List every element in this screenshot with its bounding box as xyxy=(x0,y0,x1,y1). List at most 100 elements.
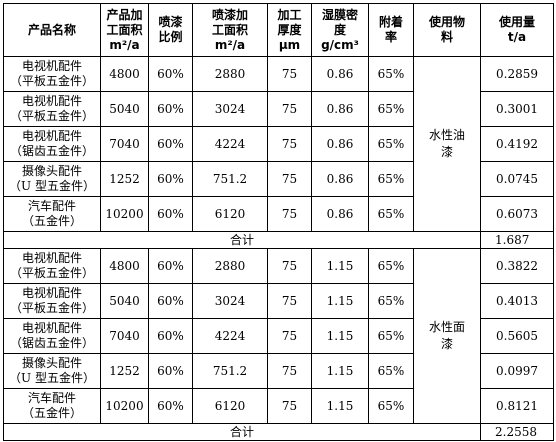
cell-usage: 0.2859 xyxy=(480,56,554,92)
cell-spray-ratio: 60% xyxy=(148,353,193,389)
header-adhesion-rate: 附着 率 xyxy=(368,3,414,57)
header-processing-area: 产品加 工面积 m²/a xyxy=(100,3,149,57)
cell-product-name: 电视机配件 （平板五金件） xyxy=(3,91,101,127)
table-row: 电视机配件 （平板五金件） 4800 60% 2880 75 0.86 65% 水性油漆 0.28… xyxy=(3,56,554,232)
product-name-line: （平板五金件） xyxy=(9,74,94,88)
table-row: 摄像头配件 （U 型五金件） 1252 60% 751.2 75 1.15 65% 0.0997 xyxy=(3,353,554,389)
cell-spray-ratio: 60% xyxy=(148,388,193,424)
cell-spray-area: 4224 xyxy=(192,318,268,354)
product-name-line: （平板五金件） xyxy=(9,301,94,315)
table-row: 汽车配件 （五金件） 10200 60% 6120 75 1.15 65% 0.8121 xyxy=(3,388,554,424)
table-row: 电视机配件 （平板五金件） 5040 60% 3024 75 0.86 65% 0.3001 xyxy=(3,91,554,127)
cell-thickness: 75 xyxy=(267,196,312,232)
product-name-line: 摄像头配件 xyxy=(21,356,82,370)
product-name-line: 摄像头配件 xyxy=(21,164,82,178)
cell-spray-ratio: 60% xyxy=(148,196,193,232)
product-name-line: （U 型五金件） xyxy=(9,179,95,193)
cell-product-name: 电视机配件 （平板五金件） xyxy=(3,283,101,319)
cell-wet-film-density: 1.15 xyxy=(311,248,369,284)
cell-thickness: 75 xyxy=(267,388,312,424)
cell-thickness: 75 xyxy=(267,248,312,284)
product-name-line: （锯齿五金件） xyxy=(9,336,94,350)
cell-wet-film-density: 0.86 xyxy=(311,91,369,127)
cell-spray-area: 6120 xyxy=(192,196,268,232)
cell-product-name: 电视机配件 （平板五金件） xyxy=(3,56,101,92)
cell-material: 水性油漆 xyxy=(413,56,481,232)
cell-thickness: 75 xyxy=(267,91,312,127)
header-spray-ratio: 喷漆 比例 xyxy=(148,3,193,57)
cell-processing-area: 4800 xyxy=(100,248,149,284)
material-line: 漆 xyxy=(440,145,453,159)
cell-adhesion-rate: 65% xyxy=(368,56,414,92)
cell-adhesion-rate: 65% xyxy=(368,248,414,284)
cell-product-name: 摄像头配件 （U 型五金件） xyxy=(3,353,101,389)
cell-spray-area: 3024 xyxy=(192,91,268,127)
cell-product-name: 电视机配件 （锯齿五金件） xyxy=(3,318,101,354)
cell-processing-area: 10200 xyxy=(100,196,149,232)
product-name-line: 电视机配件 xyxy=(21,129,82,143)
cell-adhesion-rate: 65% xyxy=(368,283,414,319)
product-name-line: （平板五金件） xyxy=(9,109,94,123)
total-value: 2.2558 xyxy=(480,423,554,441)
cell-usage: 0.0997 xyxy=(480,353,554,389)
cell-thickness: 75 xyxy=(267,56,312,92)
header-row: 产品名称 产品加 工面积 m²/a 喷漆 比例 喷漆加 工面积 m²/a 加工 … xyxy=(3,3,554,57)
header-material: 使用物 料 xyxy=(413,3,481,57)
paint-usage-table: 产品名称 产品加 工面积 m²/a 喷漆 比例 喷漆加 工面积 m²/a 加工 … xyxy=(3,3,554,441)
cell-wet-film-density: 0.86 xyxy=(311,56,369,92)
total-label: 合计 xyxy=(3,231,481,249)
header-usage: 使用量 t/a xyxy=(480,3,554,57)
cell-spray-area: 4224 xyxy=(192,126,268,162)
cell-material: 水性面漆 xyxy=(413,248,481,424)
cell-product-name: 汽车配件 （五金件） xyxy=(3,196,101,232)
table-row: 电视机配件 （平板五金件） 5040 60% 3024 75 1.15 65% 0.4013 xyxy=(3,283,554,319)
total-row: 合计 2.2558 xyxy=(3,423,554,441)
cell-product-name: 电视机配件 （锯齿五金件） xyxy=(3,126,101,162)
cell-processing-area: 5040 xyxy=(100,283,149,319)
header-spray-area: 喷漆加 工面积 m²/a xyxy=(192,3,268,57)
cell-thickness: 75 xyxy=(267,126,312,162)
material-line: 漆 xyxy=(440,337,453,351)
table-body: 电视机配件 （平板五金件） 4800 60% 2880 75 0.86 65% 水性油漆 0.28… xyxy=(3,56,554,441)
cell-thickness: 75 xyxy=(267,161,312,197)
cell-usage: 0.5605 xyxy=(480,318,554,354)
cell-wet-film-density: 1.15 xyxy=(311,283,369,319)
cell-wet-film-density: 0.86 xyxy=(311,161,369,197)
product-name-line: 汽车配件 xyxy=(27,199,76,213)
cell-product-name: 汽车配件 （五金件） xyxy=(3,388,101,424)
product-name-line: 电视机配件 xyxy=(21,59,82,73)
cell-spray-ratio: 60% xyxy=(148,283,193,319)
cell-wet-film-density: 1.15 xyxy=(311,318,369,354)
cell-spray-ratio: 60% xyxy=(148,91,193,127)
cell-spray-ratio: 60% xyxy=(148,56,193,92)
header-thickness: 加工 厚度 μm xyxy=(267,3,312,57)
cell-thickness: 75 xyxy=(267,318,312,354)
cell-usage: 0.6073 xyxy=(480,196,554,232)
cell-product-name: 摄像头配件 （U 型五金件） xyxy=(3,161,101,197)
cell-processing-area: 4800 xyxy=(100,56,149,92)
cell-wet-film-density: 0.86 xyxy=(311,126,369,162)
header-wet-film-density: 湿膜密 度 g/cm³ xyxy=(311,3,369,57)
total-value: 1.687 xyxy=(480,231,554,249)
product-name-line: （平板五金件） xyxy=(9,266,94,280)
cell-adhesion-rate: 65% xyxy=(368,161,414,197)
cell-adhesion-rate: 65% xyxy=(368,318,414,354)
cell-spray-area: 6120 xyxy=(192,388,268,424)
material-line: 水性油 xyxy=(428,128,465,142)
product-name-line: （五金件） xyxy=(21,406,82,420)
product-name-line: 汽车配件 xyxy=(27,391,76,405)
product-name-line: （锯齿五金件） xyxy=(9,144,94,158)
cell-thickness: 75 xyxy=(267,353,312,389)
cell-processing-area: 10200 xyxy=(100,388,149,424)
cell-wet-film-density: 1.15 xyxy=(311,388,369,424)
cell-adhesion-rate: 65% xyxy=(368,91,414,127)
cell-wet-film-density: 1.15 xyxy=(311,353,369,389)
header-product-name: 产品名称 xyxy=(3,3,101,57)
cell-adhesion-rate: 65% xyxy=(368,196,414,232)
cell-spray-ratio: 60% xyxy=(148,318,193,354)
cell-processing-area: 5040 xyxy=(100,91,149,127)
cell-processing-area: 1252 xyxy=(100,161,149,197)
table-row: 电视机配件 （平板五金件） 4800 60% 2880 75 1.15 65% 水性面漆 0.38… xyxy=(3,248,554,424)
cell-thickness: 75 xyxy=(267,283,312,319)
